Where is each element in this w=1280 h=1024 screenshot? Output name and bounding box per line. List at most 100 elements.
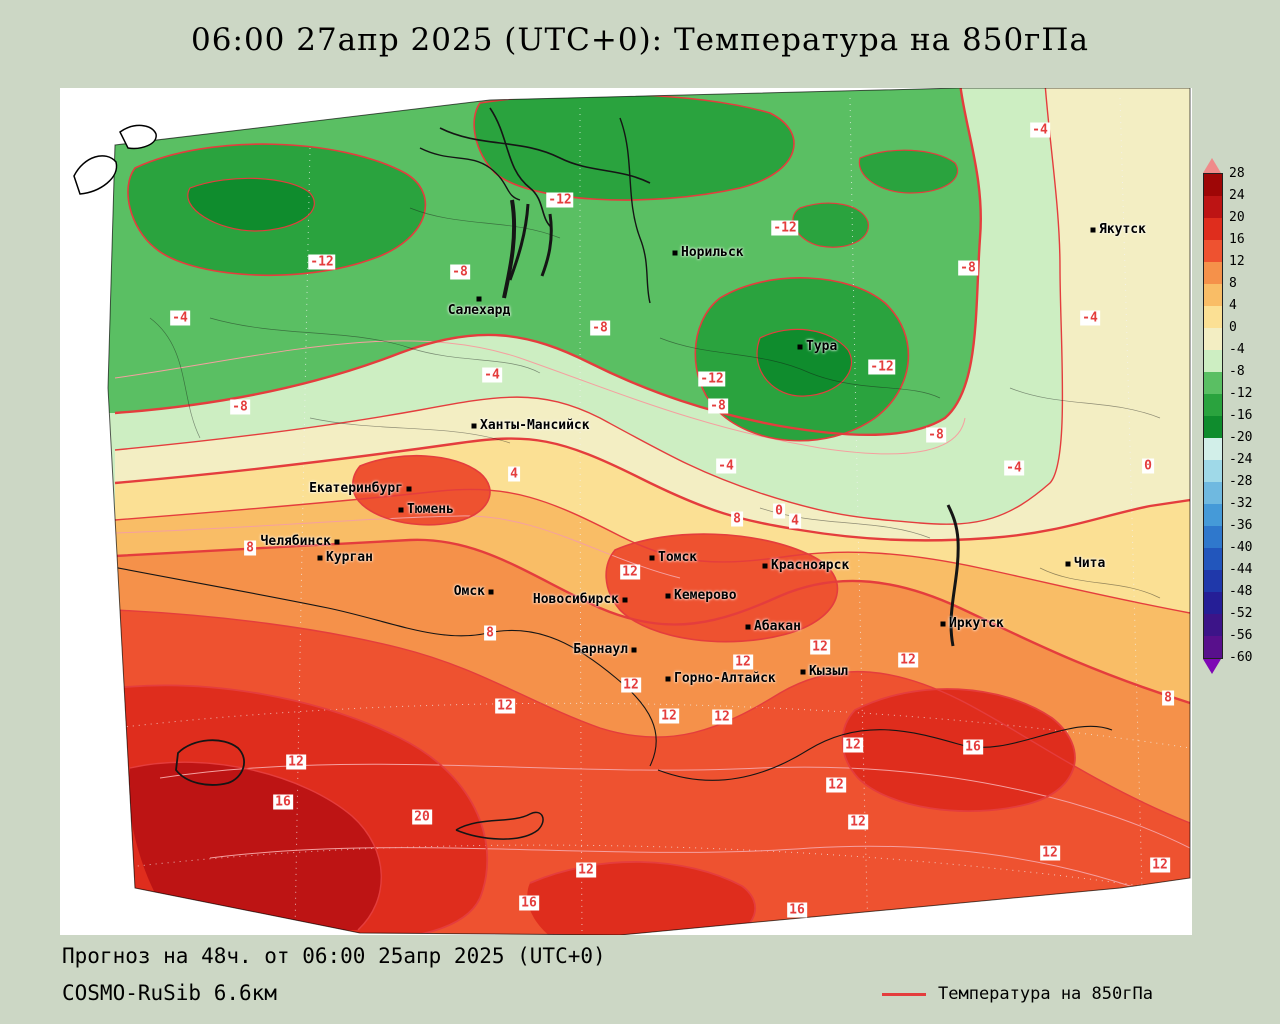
colorbar-tick-label: -56 bbox=[1229, 628, 1253, 643]
map-shape bbox=[129, 761, 382, 931]
colorbar-tick-label: -44 bbox=[1229, 562, 1253, 577]
map-shape bbox=[127, 143, 427, 277]
map-shape bbox=[175, 739, 245, 786]
map-shape bbox=[527, 862, 756, 935]
map-shape bbox=[474, 94, 794, 200]
colorbar-cell bbox=[1204, 548, 1222, 570]
colorbar-cell bbox=[1204, 328, 1222, 350]
map-shape bbox=[841, 688, 1076, 812]
map-shape bbox=[114, 538, 1190, 705]
map-shape bbox=[489, 107, 553, 229]
map-shape bbox=[114, 488, 1190, 614]
colorbar-cell bbox=[1204, 460, 1222, 482]
geography-lines bbox=[108, 107, 1161, 840]
colorbar-cell bbox=[1204, 262, 1222, 284]
map-shape bbox=[606, 534, 838, 642]
colorbar-underflow-triangle bbox=[1203, 659, 1221, 674]
colorbar-tick-label: 28 bbox=[1229, 166, 1245, 181]
colorbar-cell bbox=[1204, 416, 1222, 438]
colorbar-tick-label: -32 bbox=[1229, 496, 1253, 511]
colorbar-overflow-triangle bbox=[1203, 158, 1221, 173]
colorbar-tick-label: -60 bbox=[1229, 650, 1253, 665]
colorbar-cell bbox=[1204, 438, 1222, 460]
colorbar-cell bbox=[1204, 284, 1222, 306]
map-shape bbox=[946, 504, 960, 647]
map-shape bbox=[114, 437, 1190, 542]
map-shape bbox=[114, 340, 966, 455]
map-shape bbox=[1119, 97, 1143, 889]
map-shape bbox=[209, 317, 541, 374]
map-shape bbox=[209, 845, 1190, 909]
colorbar-tick-label: 8 bbox=[1229, 276, 1237, 291]
map-shape bbox=[439, 127, 651, 184]
forecast-info: Прогноз на 48ч. от 06:00 25апр 2025 (UTC… bbox=[62, 944, 606, 968]
map-shape bbox=[149, 317, 201, 439]
colorbar-cell bbox=[1204, 592, 1222, 614]
colorbar-tick-label: -28 bbox=[1229, 474, 1253, 489]
legend: Температура на 850гПа bbox=[882, 984, 1153, 1004]
arctic-islands bbox=[73, 124, 157, 195]
map-shape bbox=[619, 117, 651, 304]
map-shape bbox=[187, 178, 315, 231]
colorbar-tick-label: 16 bbox=[1229, 232, 1245, 247]
colorbar-cell bbox=[1204, 306, 1222, 328]
colorbar-cell bbox=[1204, 636, 1222, 658]
colorbar-tick-label: 4 bbox=[1229, 298, 1237, 313]
colorbar-cell bbox=[1204, 570, 1222, 592]
colorbar-tick-label: -12 bbox=[1229, 386, 1253, 401]
colorbar-tick-label: -20 bbox=[1229, 430, 1253, 445]
map-shape bbox=[508, 203, 530, 281]
colorbar-tick-label: 0 bbox=[1229, 320, 1237, 335]
map-domain-border bbox=[107, 88, 1191, 935]
map-shape bbox=[128, 762, 382, 930]
map-shape bbox=[114, 88, 1064, 525]
colorbar-cell bbox=[1204, 196, 1222, 218]
map-shape bbox=[1009, 387, 1161, 419]
colorbar-tick-label: -36 bbox=[1229, 518, 1253, 533]
legend-label: Температура на 850гПа bbox=[938, 984, 1153, 1004]
map-shape bbox=[859, 150, 958, 193]
temperature-colorbar: 28 24 20 16 12 8 4 0 -4 -8 -12 -16 -20 -24 -28 -32 -36 -4… bbox=[1203, 158, 1273, 674]
graticule-lines bbox=[114, 97, 1190, 934]
map-shape bbox=[108, 565, 657, 767]
map-shape bbox=[1039, 567, 1161, 599]
weather-map-svg bbox=[60, 88, 1192, 935]
map-shape bbox=[114, 684, 488, 935]
page-title: 06:00 27апр 2025 (UTC+0): Температура на… bbox=[191, 22, 1089, 58]
map-shape bbox=[409, 207, 561, 239]
map-shape bbox=[605, 533, 839, 643]
map-shape bbox=[858, 149, 958, 194]
colorbar-tick-label: 12 bbox=[1229, 254, 1245, 269]
colorbar-cell bbox=[1204, 174, 1222, 196]
colorbar-cell bbox=[1204, 240, 1222, 262]
colorbar-tick-label: -4 bbox=[1229, 342, 1245, 357]
model-info: COSMO-RuSib 6.6км bbox=[62, 981, 277, 1005]
map-shape bbox=[114, 88, 982, 437]
colorbar-tick-label: -8 bbox=[1229, 364, 1245, 379]
colorbar-cell bbox=[1204, 350, 1222, 372]
legend-contour-line-sample bbox=[882, 992, 926, 996]
map-shape bbox=[540, 213, 553, 277]
colorbar-tick-label: -16 bbox=[1229, 408, 1253, 423]
colorbar-cells bbox=[1203, 173, 1223, 659]
colorbar-tick-label: -24 bbox=[1229, 452, 1253, 467]
map-shape bbox=[792, 203, 869, 248]
map-area bbox=[60, 88, 1192, 935]
map-shape bbox=[657, 725, 1113, 781]
map-shape bbox=[114, 515, 681, 579]
map-shape bbox=[756, 328, 853, 397]
colorbar-tick-label: 20 bbox=[1229, 210, 1245, 225]
colorbar-tick-label: -48 bbox=[1229, 584, 1253, 599]
map-shape bbox=[659, 337, 941, 399]
colorbar-cell bbox=[1204, 482, 1222, 504]
map-shape bbox=[114, 609, 1190, 824]
map-shape bbox=[842, 688, 1075, 812]
colorbar-tick-label: -52 bbox=[1229, 606, 1253, 621]
colorbar-cell bbox=[1204, 372, 1222, 394]
map-shape bbox=[309, 417, 511, 444]
map-shape bbox=[119, 124, 157, 150]
temperature-field bbox=[108, 88, 1190, 935]
map-shape bbox=[757, 329, 852, 397]
map-shape bbox=[352, 455, 490, 525]
